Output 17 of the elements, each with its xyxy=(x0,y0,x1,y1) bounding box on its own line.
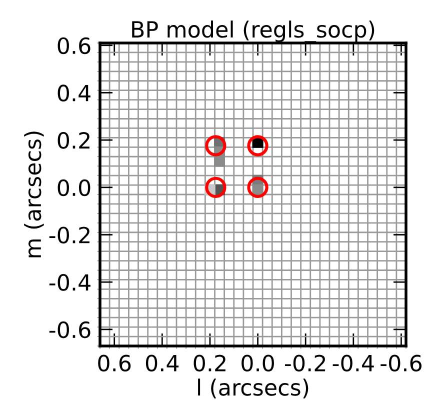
x-axis-title: l (arcsecs) xyxy=(198,378,308,398)
y-tick-label: 0.6 xyxy=(58,37,90,54)
y-tick-label: -0.4 xyxy=(49,274,90,291)
y-tick-label: 0.4 xyxy=(58,84,90,102)
x-tick-label: 0.6 xyxy=(98,354,131,372)
x-tick-label: -0.6 xyxy=(380,354,422,372)
y-axis-title: m (arcsecs) xyxy=(24,132,44,258)
x-tick-label: 0.2 xyxy=(194,354,226,372)
y-tick-label: 0.2 xyxy=(58,132,90,149)
x-tick-label: -0.4 xyxy=(332,354,374,372)
y-tick-label: -0.2 xyxy=(49,226,90,244)
chart-title: BP model (regls_socp) xyxy=(132,20,374,43)
x-tick-label: 0.4 xyxy=(146,354,179,372)
x-tick-label: -0.2 xyxy=(285,354,326,372)
y-tick-label: -0.6 xyxy=(49,321,90,338)
y-tick-label: 0.0 xyxy=(58,179,90,196)
x-tick-label: 0.0 xyxy=(242,354,274,372)
